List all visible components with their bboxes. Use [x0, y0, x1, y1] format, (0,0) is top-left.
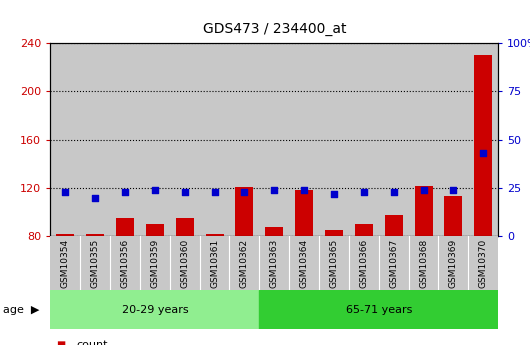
Text: GSM10367: GSM10367 — [389, 238, 398, 288]
Bar — [80, 43, 110, 236]
Text: 65-71 years: 65-71 years — [346, 305, 412, 315]
Bar — [438, 236, 469, 290]
Point — [91, 195, 100, 200]
Bar — [409, 236, 438, 290]
Point — [330, 191, 338, 197]
Text: age  ▶: age ▶ — [3, 305, 39, 315]
Bar — [86, 234, 104, 236]
Bar — [259, 290, 498, 329]
Bar — [50, 290, 259, 329]
Text: GSM10355: GSM10355 — [91, 238, 100, 288]
Bar — [229, 236, 259, 290]
Text: GSM10354: GSM10354 — [61, 238, 70, 288]
Bar — [140, 43, 170, 236]
Bar — [56, 234, 74, 236]
Bar — [235, 187, 253, 236]
Bar — [289, 236, 319, 290]
Bar — [469, 43, 498, 236]
Bar — [349, 236, 379, 290]
Text: GSM10362: GSM10362 — [240, 238, 249, 288]
Point — [180, 189, 189, 195]
Bar — [349, 43, 379, 236]
Point — [419, 187, 428, 193]
Bar — [50, 43, 80, 236]
Point — [151, 187, 159, 193]
Text: GSM10366: GSM10366 — [359, 238, 368, 288]
Text: GDS473 / 234400_at: GDS473 / 234400_at — [202, 22, 346, 36]
Point — [300, 187, 308, 193]
Text: GSM10368: GSM10368 — [419, 238, 428, 288]
Text: GSM10370: GSM10370 — [479, 238, 488, 288]
Text: GSM10361: GSM10361 — [210, 238, 219, 288]
Bar — [438, 43, 469, 236]
Bar — [289, 43, 319, 236]
Text: 20-29 years: 20-29 years — [121, 305, 188, 315]
Bar — [170, 236, 200, 290]
Bar — [176, 218, 193, 236]
Text: GSM10363: GSM10363 — [270, 238, 279, 288]
Text: GSM10365: GSM10365 — [330, 238, 339, 288]
Bar — [229, 43, 259, 236]
Bar — [379, 236, 409, 290]
Bar — [319, 236, 349, 290]
Point — [121, 189, 129, 195]
Bar — [140, 236, 170, 290]
Text: GSM10364: GSM10364 — [299, 238, 308, 288]
Bar — [319, 43, 349, 236]
Point — [449, 187, 457, 193]
Bar — [295, 190, 313, 236]
Bar — [409, 43, 438, 236]
Point — [479, 150, 488, 156]
Bar — [325, 230, 343, 236]
Text: GSM10369: GSM10369 — [449, 238, 458, 288]
Bar — [50, 236, 80, 290]
Bar — [414, 186, 432, 236]
Bar — [355, 224, 373, 236]
Bar — [80, 236, 110, 290]
Bar — [116, 218, 134, 236]
Text: GSM10360: GSM10360 — [180, 238, 189, 288]
Point — [240, 189, 249, 195]
Point — [61, 189, 69, 195]
Bar — [146, 224, 164, 236]
Point — [360, 189, 368, 195]
Bar — [200, 43, 229, 236]
Bar — [259, 236, 289, 290]
Bar — [170, 43, 200, 236]
Bar — [259, 43, 289, 236]
Bar — [206, 234, 224, 236]
Bar — [110, 43, 140, 236]
Point — [210, 189, 219, 195]
Bar — [379, 43, 409, 236]
Text: GSM10359: GSM10359 — [151, 238, 160, 288]
Bar — [110, 236, 140, 290]
Text: GSM10356: GSM10356 — [120, 238, 129, 288]
Bar — [445, 196, 462, 236]
Bar — [266, 227, 283, 236]
Point — [390, 189, 398, 195]
Text: count: count — [77, 340, 108, 345]
Bar — [474, 55, 492, 236]
Bar — [200, 236, 229, 290]
Bar — [469, 236, 498, 290]
Text: ■: ■ — [56, 340, 65, 345]
Point — [270, 187, 279, 193]
Bar — [385, 215, 403, 236]
